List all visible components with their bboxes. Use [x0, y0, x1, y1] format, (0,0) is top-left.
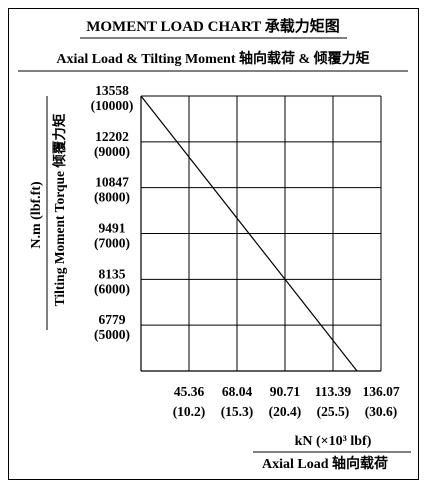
- y-tick-label-2: 10847: [95, 175, 129, 190]
- x-axis-units-label: kN (×10³ lbf): [295, 434, 372, 449]
- y-axis-units-label: N.m (lbf.ft): [29, 181, 44, 249]
- y-tick-label-4: 8135: [99, 266, 126, 281]
- y-tick-label-1: 12202: [95, 129, 129, 144]
- chart-subtitle: Axial Load & Tilting Moment 轴向载荷 & 倾覆力矩: [56, 50, 369, 67]
- y-tick-alt-label-5: (5000): [94, 327, 130, 342]
- y-tick-alt-label-2: (8000): [94, 190, 130, 205]
- x-tick-alt-label-1: (15.3): [221, 404, 254, 419]
- y-tick-alt-label-3: (7000): [94, 235, 130, 250]
- y-tick-alt-label-1: (9000): [94, 144, 130, 159]
- x-tick-label-0: 45.36: [174, 384, 205, 399]
- y-axis-title: Tilting Moment Torque 倾覆力矩: [51, 113, 67, 306]
- y-tick-label-0: 13558: [95, 83, 129, 98]
- y-tick-label-5: 6779: [99, 312, 126, 327]
- x-tick-alt-label-2: (20.4): [269, 404, 302, 419]
- y-tick-alt-label-0: (10000): [91, 98, 134, 113]
- x-tick-label-2: 90.71: [270, 384, 301, 399]
- x-tick-label-3: 113.39: [315, 384, 352, 399]
- x-tick-alt-label-4: (30.6): [365, 404, 398, 419]
- chart-title: MOMENT LOAD CHART 承载力矩图: [86, 17, 340, 35]
- chart-frame: [8, 8, 419, 480]
- y-tick-alt-label-4: (6000): [94, 281, 130, 296]
- x-tick-alt-label-3: (25.5): [317, 404, 350, 419]
- x-tick-label-1: 68.04: [222, 384, 253, 399]
- series-line-0: [140, 95, 358, 372]
- y-tick-label-3: 9491: [99, 220, 126, 235]
- x-tick-label-4: 136.07: [362, 384, 399, 399]
- x-axis-title: Axial Load 轴向载荷: [262, 455, 388, 472]
- x-tick-alt-label-0: (10.2): [173, 404, 206, 419]
